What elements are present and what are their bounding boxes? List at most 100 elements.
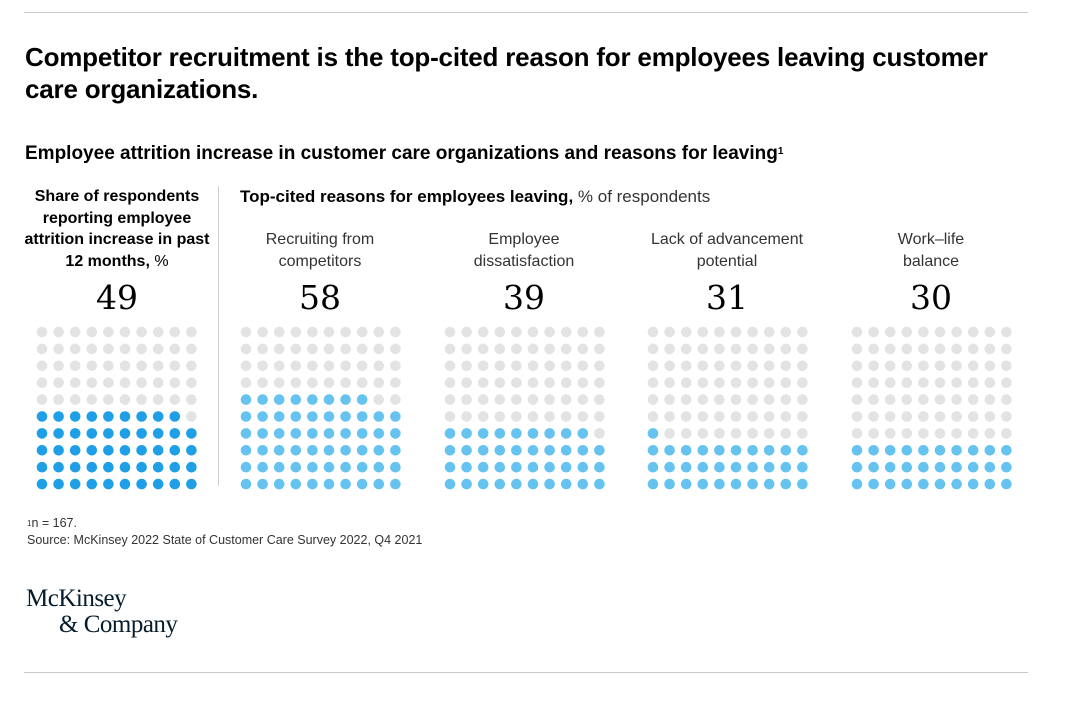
waffle-dot-empty	[544, 326, 555, 338]
waffle-dot-empty	[273, 343, 285, 355]
waffle-dot-empty	[680, 343, 692, 355]
reason-label-line1: Employee	[488, 231, 560, 248]
waffle-dot-filled	[257, 411, 268, 422]
waffle-dot-empty	[53, 343, 64, 355]
waffle-dot-empty	[119, 360, 131, 372]
waffle-dot-filled	[461, 478, 472, 490]
waffle-dot-empty	[511, 343, 522, 355]
waffle-dot-empty	[544, 377, 555, 389]
waffle-dot-filled	[680, 461, 692, 473]
waffle-dot-filled	[868, 478, 879, 490]
waffle-dot-empty	[186, 394, 197, 405]
subtitle-footnote-marker: 1	[777, 146, 784, 157]
waffle-dot-empty	[763, 360, 775, 372]
waffle-dot-empty	[119, 343, 131, 355]
waffle-dot-filled	[901, 445, 913, 456]
waffle-dot-filled	[169, 445, 181, 456]
waffle-dot-filled	[240, 461, 252, 473]
waffle-dot-empty	[714, 326, 725, 338]
waffle-dot-filled	[307, 478, 318, 490]
waffle-dot-filled	[86, 445, 98, 456]
waffle-dot-empty	[730, 428, 742, 439]
waffle-dot-empty	[664, 411, 675, 422]
waffle-dot-empty	[494, 326, 506, 338]
waffle-dot-empty	[951, 360, 962, 372]
waffle-dot-filled	[373, 478, 385, 490]
waffle-dot-filled	[934, 461, 946, 473]
waffle-dot-empty	[697, 360, 709, 372]
waffle-dot-empty	[119, 377, 131, 389]
waffle-dot-empty	[136, 360, 147, 372]
waffle-dot-empty	[851, 360, 863, 372]
waffle-dot-empty	[680, 394, 692, 405]
waffle-dot-empty	[851, 411, 863, 422]
waffle-dot-filled	[340, 461, 351, 473]
waffle-dot-filled	[984, 461, 996, 473]
reason-label-line1: Work–life	[897, 231, 965, 248]
waffle-dot-filled	[86, 428, 98, 439]
waffle-dot-filled	[103, 478, 114, 490]
waffle-dot-filled	[103, 445, 114, 456]
waffle-dot-filled	[984, 445, 996, 456]
waffle-dot-filled	[664, 461, 675, 473]
waffle-dot-empty	[390, 377, 401, 389]
waffle-dot-filled	[103, 428, 114, 439]
waffle-dot-filled	[356, 445, 368, 456]
waffle-dot-filled	[1001, 478, 1012, 490]
waffle-dot-filled	[984, 478, 996, 490]
waffle-dot-empty	[797, 360, 808, 372]
waffle-dot-filled	[36, 461, 48, 473]
waffle-dot-empty	[103, 360, 114, 372]
waffle-dot-empty	[169, 326, 181, 338]
waffle-dot-filled	[119, 411, 131, 422]
waffle-dot-empty	[1001, 428, 1012, 439]
waffle-dot-empty	[527, 394, 539, 405]
waffle-dot-empty	[119, 326, 131, 338]
waffle-dot-empty	[697, 411, 709, 422]
waffle-dot-empty	[560, 394, 572, 405]
waffle-dot-empty	[356, 343, 368, 355]
waffle-dot-filled	[36, 411, 48, 422]
waffle-dot-empty	[136, 377, 147, 389]
waffle-dot-filled	[240, 428, 252, 439]
footnote: 1n = 167. Source: McKinsey 2022 State of…	[27, 515, 422, 549]
waffle-dot-empty	[594, 360, 605, 372]
waffle-dot-empty	[169, 343, 181, 355]
waffle-dot-empty	[152, 343, 164, 355]
waffle-dot-empty	[664, 428, 675, 439]
waffle-dot-filled	[934, 478, 946, 490]
waffle-dot-filled	[169, 478, 181, 490]
waffle-dot-empty	[240, 360, 252, 372]
waffle-dot-empty	[577, 377, 589, 389]
waffle-dot-empty	[730, 343, 742, 355]
waffle-dot-filled	[747, 445, 758, 456]
waffle-dot-empty	[511, 394, 522, 405]
waffle-dot-filled	[494, 445, 506, 456]
reason-label-line2: balance	[902, 252, 960, 270]
waffle-dot-filled	[257, 461, 268, 473]
waffle-dot-empty	[967, 377, 979, 389]
waffle-dot-filled	[290, 411, 302, 422]
waffle-dot-empty	[647, 326, 659, 338]
waffle-dot-empty	[747, 377, 758, 389]
waffle-dot-empty	[797, 377, 808, 389]
waffle-dot-empty	[747, 360, 758, 372]
waffle-dot-empty	[461, 377, 472, 389]
waffle-dot-empty	[714, 343, 725, 355]
waffle-dot-empty	[664, 394, 675, 405]
waffle-dot-empty	[36, 343, 48, 355]
waffle-dot-filled	[697, 478, 709, 490]
waffle-dot-filled	[53, 411, 64, 422]
waffle-dot-filled	[967, 445, 979, 456]
attrition-header: Share of respondents reporting employee …	[24, 186, 210, 272]
waffle-dot-filled	[797, 478, 808, 490]
waffle-dot-filled	[544, 428, 555, 439]
waffle-dot-filled	[290, 445, 302, 456]
waffle-dot-empty	[290, 343, 302, 355]
waffle-dot-filled	[494, 461, 506, 473]
waffle-dot-empty	[53, 360, 64, 372]
waffle-dot-empty	[951, 377, 962, 389]
waffle-dot-empty	[747, 394, 758, 405]
waffle-dot-filled	[851, 478, 863, 490]
waffle-dot-empty	[53, 377, 64, 389]
